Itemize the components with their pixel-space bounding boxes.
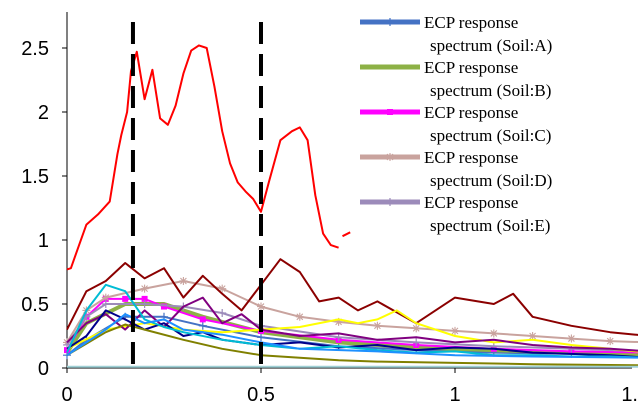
series-line [66,258,638,336]
series-line [66,309,638,359]
data-point [567,334,576,343]
series-line [66,309,638,353]
legend-item: ECP response spectrum (Soil:E) [360,193,550,235]
y-tick-label: 1.5 [21,166,49,188]
series-4 [63,300,638,353]
data-point [101,293,110,302]
data-point [373,321,382,330]
legend-label-line2: spectrum (Soil:A) [430,36,552,55]
legend-label-line1: ECP response [424,148,518,167]
data-point [257,302,265,311]
series-5 [66,44,339,271]
legend-label-line1: ECP response [424,103,518,122]
data-point [64,347,70,354]
data-point [140,300,149,308]
legend-item: ECP response spectrum (Soil:C) [360,103,551,145]
series-layer [63,44,638,368]
series-line [66,44,339,271]
data-point [198,321,207,330]
data-point [179,276,188,285]
data-point [141,295,148,302]
data-point [218,284,227,293]
legend-item: ECP response spectrum (Soil:D) [360,148,552,190]
data-point [567,344,576,353]
data-point [489,329,498,338]
legend-label-line1: ECP response [424,193,518,212]
y-tick-label: 0.5 [21,294,49,316]
data-point [122,295,129,302]
series-line [66,313,638,359]
data-point [451,326,459,335]
series-8 [66,309,638,353]
legend-label-line1: ECP response [424,13,518,32]
data-point [101,300,110,308]
series-10 [66,309,638,359]
data-point [161,303,167,310]
x-tick-label: 0 [61,384,72,406]
data-point [412,324,421,333]
data-point [412,338,421,347]
y-tick-label: 2 [38,102,49,124]
data-point [257,333,265,342]
legend-marker [386,153,394,161]
y-tick-label: 0 [38,358,49,380]
plot-area [63,12,638,369]
data-point [334,333,343,342]
data-point [140,284,149,293]
series-13 [66,313,638,359]
y-tick-label: 2.5 [21,38,49,60]
data-point [199,316,206,323]
data-point [218,308,227,317]
legend-item: ECP response spectrum (Soil:B) [360,58,551,100]
legend-label-line2: spectrum (Soil:E) [430,216,550,235]
data-point [295,312,304,321]
legend-label-line2: spectrum (Soil:D) [430,171,552,190]
data-point [334,317,343,326]
legend-marker [386,198,394,206]
data-point [528,332,537,340]
legend-label-line1: ECP response [424,58,518,77]
x-tick-label: 0.5 [247,384,275,406]
legend-label-line2: spectrum (Soil:C) [430,126,551,145]
x-tick-label: 1. [621,384,638,406]
x-tick-label: 1 [449,384,460,406]
data-point [606,337,615,346]
tick-labels: 0 0.5 1 1.5 2 2.5 0 0.5 1 1. [21,38,638,406]
series-line [342,231,351,238]
legend-label-line2: spectrum (Soil:B) [430,81,551,100]
series-6 [342,231,351,238]
legend-marker [386,18,394,26]
series-7 [66,258,638,336]
legend-marker [387,109,393,115]
y-tick-label: 1 [38,230,49,252]
legend-item: ECP response spectrum (Soil:A) [360,13,552,55]
series-line [66,303,638,353]
series-line [66,280,638,344]
vertical-lines-layer [130,22,263,368]
